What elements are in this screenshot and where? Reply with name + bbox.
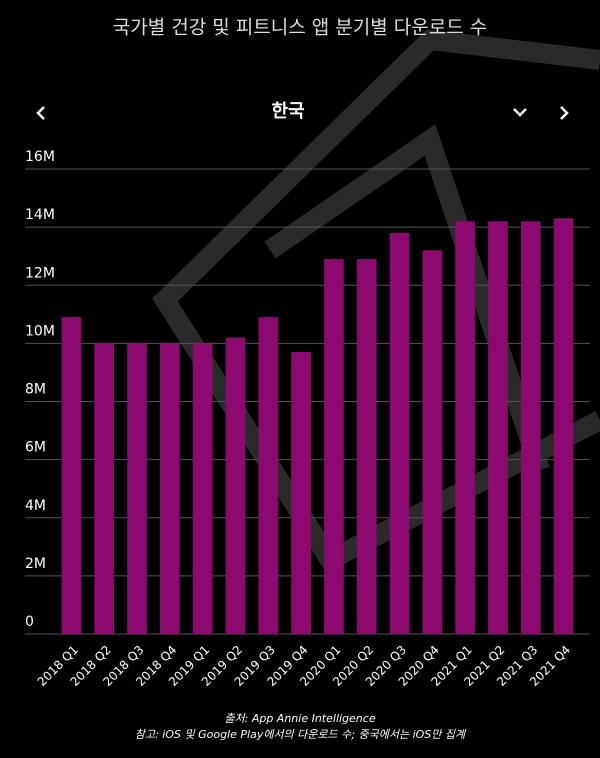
bar [488,221,508,634]
bar [94,343,115,634]
bar [553,218,574,634]
y-tick-label: 16M [25,149,55,165]
y-tick-label: 10M [25,323,55,339]
y-tick-label: 6M [25,440,46,456]
bar [192,343,213,634]
y-tick-label: 0 [25,614,34,630]
bar [324,259,344,634]
bar [356,259,377,634]
y-tick-label: 12M [25,265,55,281]
source: 출처: App Annie Intelligence [224,712,375,725]
prev-button[interactable] [36,106,45,120]
y-tick-label: 14M [25,207,55,223]
next-button[interactable] [560,106,569,120]
deco-shape [152,29,600,574]
bar [127,343,147,634]
bar [520,221,541,634]
y-tick-label: 4M [25,498,46,514]
chart-title: 국가별 건강 및 피트니스 앱 분기별 다운로드 수 [113,17,487,39]
bar [225,337,246,634]
bar [422,250,443,634]
bar [291,352,311,634]
bar [160,343,180,634]
dropdown-button[interactable] [513,108,527,117]
bar [389,232,410,634]
note: 참고: iOS 및 Google Play에서의 다운로드 수; 중국에서는 i… [135,728,467,741]
country-selector[interactable]: 한국 [271,101,304,122]
y-tick-label: 2M [25,556,46,572]
bar [455,221,475,634]
bar [258,317,279,634]
y-tick-label: 8M [25,382,46,398]
bar [61,317,82,634]
